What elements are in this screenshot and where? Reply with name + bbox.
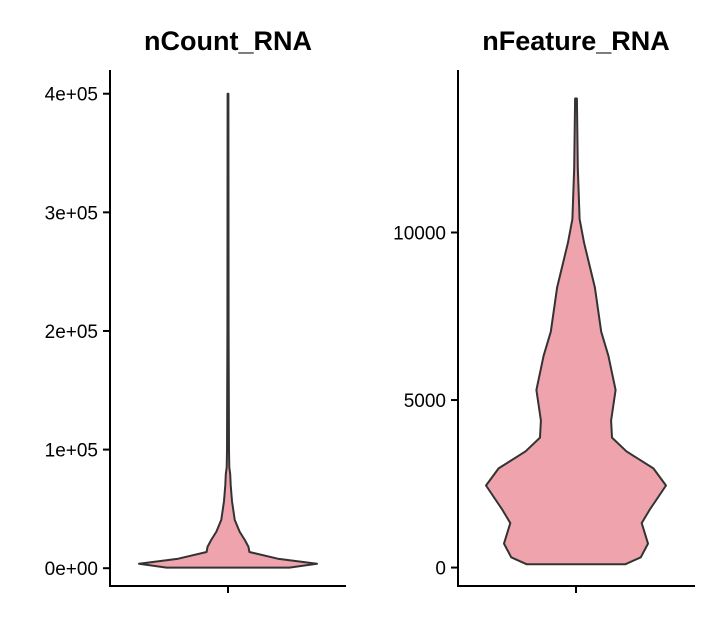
- y-tick-label: 4e+05: [45, 85, 98, 106]
- y-tick-label: 5000: [404, 391, 446, 412]
- y-tick-label: 0: [435, 559, 446, 580]
- panel-title: nFeature_RNA: [482, 26, 670, 56]
- panel-nfeature-rna: nFeature_RNA 0 5000 10000: [393, 26, 695, 593]
- y-tick-label: 10000: [393, 224, 446, 245]
- violin-shape: [138, 92, 318, 569]
- y-tick-label: 2e+05: [45, 322, 98, 343]
- violin-shape: [485, 97, 667, 566]
- y-tick-label: 0e+00: [45, 559, 98, 580]
- y-tick-label: 3e+05: [45, 203, 98, 224]
- panel-ncount-rna: nCount_RNA 0e+00 1e+05 2e+05 3e+05 4e+05: [45, 26, 346, 593]
- panel-title: nCount_RNA: [144, 26, 312, 56]
- y-tick-label: 1e+05: [45, 441, 98, 462]
